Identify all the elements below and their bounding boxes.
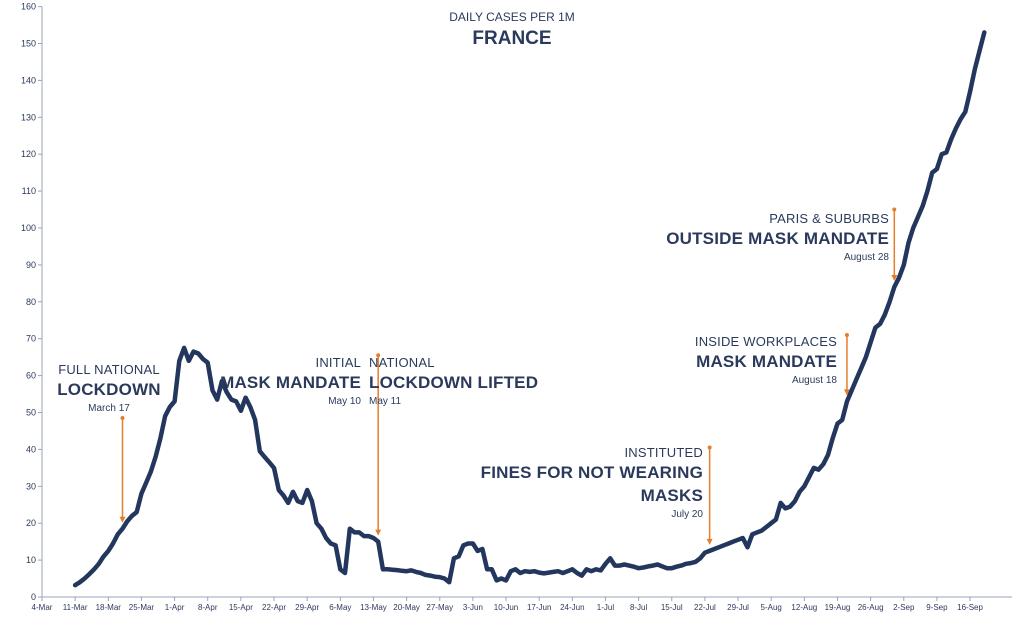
x-tick-label: 8-Apr	[198, 603, 218, 612]
annotation-arrow-head	[119, 516, 126, 523]
x-tick-label: 15-Jul	[661, 603, 683, 612]
annotation-main: FINES FOR NOT WEARING	[480, 463, 703, 482]
x-tick-label: 29-Apr	[295, 603, 319, 612]
annotation-main: MASK MANDATE	[696, 352, 837, 371]
annotation-date: May 10	[328, 396, 361, 407]
x-tick-label: 1-Jul	[597, 603, 615, 612]
annotation-workplaces: INSIDE WORKPLACES MASK MANDATE August 18	[680, 334, 837, 386]
y-tick-label: 90	[26, 260, 36, 270]
axes-group	[38, 6, 1012, 601]
x-tick-label: 24-Jun	[560, 603, 584, 612]
x-tick-label: 26-Aug	[858, 603, 884, 612]
x-tick-label: 1-Apr	[165, 603, 185, 612]
x-tick-label: 20-May	[393, 603, 420, 612]
annotation-pre: FULL NATIONAL	[58, 362, 160, 377]
x-tick-label: 17-Jun	[527, 603, 551, 612]
y-tick-label: 60	[26, 371, 36, 381]
y-tick-label: 20	[26, 518, 36, 528]
x-tick-label: 3-Jun	[463, 603, 483, 612]
x-tick-label: 15-Apr	[229, 603, 253, 612]
annotation-arrow-head	[843, 389, 850, 396]
annotation-main: MASK MANDATE	[220, 373, 361, 392]
y-tick-label: 80	[26, 297, 36, 307]
y-tick-label: 0	[31, 592, 36, 602]
y-tick-label: 120	[21, 149, 36, 159]
annotation-pre: INSIDE WORKPLACES	[694, 334, 837, 349]
y-tick-label: 140	[21, 75, 36, 85]
x-tick-label: 25-Mar	[129, 603, 155, 612]
annotation-paris-outside: PARIS & SUBURBS OUTSIDE MASK MANDATE Aug…	[650, 211, 889, 263]
annotation-pre: PARIS & SUBURBS	[769, 211, 889, 226]
annotation-date: August 18	[791, 375, 837, 386]
annotation-arrow-head	[891, 275, 898, 282]
x-tick-label: 2-Sep	[893, 603, 915, 612]
x-tick-label: 9-Sep	[926, 603, 948, 612]
annotation-main: LOCKDOWN LIFTED	[369, 373, 539, 392]
x-tick-label: 5-Aug	[761, 603, 782, 612]
y-tick-label: 70	[26, 334, 36, 344]
x-tick-label: 22-Jul	[694, 603, 716, 612]
series-line	[72, 30, 987, 588]
x-tick-label: 29-Jul	[727, 603, 749, 612]
y-tick-label: 10	[26, 555, 36, 565]
x-tick-label: 4-Mar	[32, 603, 53, 612]
annotation-date: July 20	[671, 509, 703, 520]
annotation-pre: NATIONAL	[369, 355, 435, 370]
x-tick-label: 13-May	[360, 603, 387, 612]
annotation-pre: INITIAL	[315, 355, 361, 370]
y-tick-label: 50	[26, 408, 36, 418]
y-tick-label: 160	[21, 2, 36, 12]
x-tick-label: 19-Aug	[825, 603, 851, 612]
annotation-initial-mask-mandate: INITIAL MASK MANDATE May 10	[200, 355, 361, 407]
annotation-pre: INSTITUTED	[624, 445, 703, 460]
annotation-fines: INSTITUTED FINES FOR NOT WEARING MASKS J…	[470, 445, 703, 520]
annotation-main-line2: MASKS	[640, 486, 703, 505]
x-tick-label: 27-May	[426, 603, 453, 612]
annotation-date: March 17	[88, 403, 130, 414]
x-tick-label: 16-Sep	[957, 603, 983, 612]
y-tick-label: 130	[21, 112, 36, 122]
annotation-main: OUTSIDE MASK MANDATE	[666, 229, 889, 248]
y-tick-label: 100	[21, 223, 36, 233]
x-tick-label: 6-May	[329, 603, 351, 612]
annotation-date: August 28	[843, 252, 889, 263]
chart-title: FRANCE	[472, 28, 552, 49]
annotation-arrow-head	[706, 538, 713, 545]
x-tick-label: 10-Jun	[494, 603, 518, 612]
y-tick-label: 30	[26, 481, 36, 491]
tick-labels: 0 10 20 30 40 50 60 70 80 90 100 110 120 130 140 150 160…	[21, 2, 984, 612]
chart-subtitle: DAILY CASES PER 1M	[449, 10, 575, 24]
annotation-lockdown-lifted: NATIONAL LOCKDOWN LIFTED May 11	[369, 355, 539, 407]
y-tick-label: 40	[26, 444, 36, 454]
x-tick-label: 18-Mar	[96, 603, 122, 612]
x-tick-label: 11-Mar	[63, 603, 88, 612]
x-tick-label: 8-Jul	[630, 603, 648, 612]
annotation-arrows	[119, 207, 898, 545]
annotation-arrow-head	[375, 529, 382, 536]
annotation-main: LOCKDOWN	[57, 380, 161, 399]
x-tick-label: 12-Aug	[791, 603, 817, 612]
annotation-date: May 11	[369, 396, 402, 407]
y-tick-label: 110	[22, 186, 36, 196]
y-tick-label: 150	[21, 39, 36, 49]
x-tick-label: 22-Apr	[262, 603, 286, 612]
annotation-full-lockdown: FULL NATIONAL LOCKDOWN March 17	[50, 362, 168, 414]
